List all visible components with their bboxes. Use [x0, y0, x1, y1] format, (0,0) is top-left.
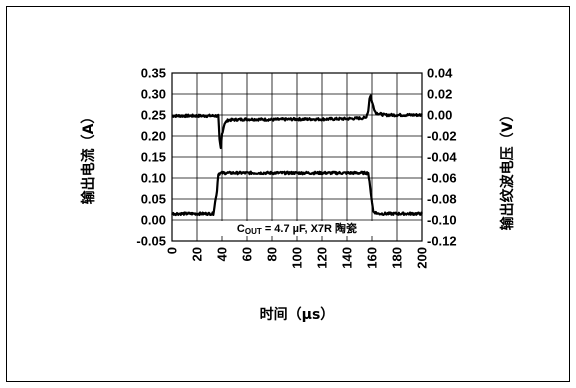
- x-tick-label: 80: [265, 247, 280, 261]
- annotation-background: [213, 221, 381, 236]
- x-tick-label: 180: [390, 247, 405, 269]
- right-tick-label: -0.10: [427, 213, 457, 228]
- left-axis-title: 输出电流（A）: [80, 110, 97, 205]
- x-axis-title: 时间（µs）: [260, 306, 335, 323]
- left-tick-label: 0.10: [141, 171, 166, 186]
- right-tick-label: -0.02: [427, 129, 457, 144]
- right-tick-label: 0.04: [427, 66, 453, 81]
- figure-frame: [6, 6, 570, 382]
- series-group: [171, 94, 423, 217]
- left-tick-label: 0.05: [141, 192, 166, 207]
- x-tick-label: 0: [165, 247, 180, 254]
- x-tick-label: 200: [415, 247, 430, 269]
- right-tick-label: 0.02: [427, 87, 452, 102]
- left-tick-label: 0.20: [141, 129, 166, 144]
- left-tick-label: 0.35: [141, 66, 166, 81]
- right-axis-title: 输出纹波电压（V）: [499, 108, 516, 231]
- right-tick-label: -0.06: [427, 171, 457, 186]
- right-axis-ticks: 0.04 0.02 0.00 -0.02 -0.04 -0.06 -0.08 -0.10 -0.…: [427, 66, 457, 249]
- x-tick-label: 140: [340, 247, 355, 269]
- x-tick-label: 60: [240, 247, 255, 261]
- left-tick-label: 0.00: [141, 213, 166, 228]
- left-axis-ticks: 0.35 0.30 0.25 0.20 0.15 0.10 0.05 0.00 -0.05: [136, 66, 166, 249]
- left-tick-label: 0.30: [141, 87, 166, 102]
- left-tick-label: -0.05: [136, 234, 166, 249]
- x-tick-label: 120: [315, 247, 330, 269]
- x-tick-label: 160: [365, 247, 380, 269]
- x-axis-ticks: 0 20 40 60 80 100 120 140 160 180 200: [165, 247, 430, 269]
- x-tick-label: 40: [215, 247, 230, 261]
- right-tick-label: 0.00: [427, 108, 452, 123]
- right-tick-label: -0.08: [427, 192, 457, 207]
- x-tick-label: 20: [190, 247, 205, 261]
- annotation: COUT = 4.7 µF, X7R 陶瓷: [237, 221, 357, 236]
- left-tick-label: 0.25: [141, 108, 166, 123]
- series-ripple-voltage: [171, 94, 423, 150]
- right-tick-label: -0.12: [427, 234, 457, 249]
- right-tick-label: -0.04: [427, 150, 457, 165]
- left-tick-label: 0.15: [141, 150, 166, 165]
- series-output-current: [171, 170, 423, 217]
- plot-area: [171, 72, 423, 242]
- x-tick-label: 100: [290, 247, 305, 269]
